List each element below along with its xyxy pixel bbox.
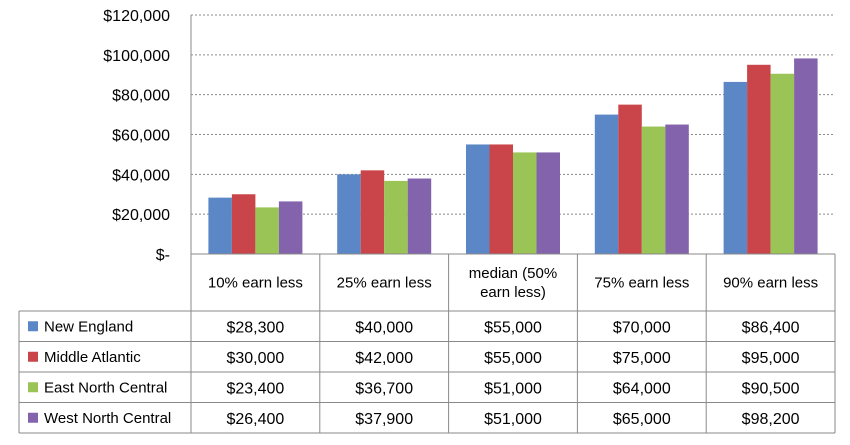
bar-chart-with-data-table: $- $20,000 $40,000 $60,000 $80,000 $100,000 $1…: [0, 0, 850, 445]
category-label: earn less): [480, 284, 546, 301]
data-table: 10% earn less 25% earn less median (50% ear…: [19, 254, 835, 433]
bar-new-england: [208, 198, 232, 254]
bar-middle-atlantic: [747, 65, 771, 254]
data-label: $98,200: [742, 411, 800, 428]
y-tick-label: $120,000: [103, 8, 170, 25]
data-label: $90,500: [742, 380, 800, 397]
bar-middle-atlantic: [618, 105, 642, 254]
bar-east-north-central: [642, 127, 666, 254]
data-label: $30,000: [226, 350, 284, 367]
bar-west-north-central: [408, 179, 432, 254]
legend-swatch: [28, 352, 38, 362]
y-tick-label: $-: [156, 247, 170, 264]
legend-label: West North Central: [44, 410, 171, 427]
bar-new-england: [724, 82, 748, 254]
legend-label: East North Central: [44, 379, 167, 396]
bar-middle-atlantic: [361, 170, 385, 254]
data-label: $86,400: [742, 319, 800, 336]
data-label: $23,400: [226, 380, 284, 397]
category-label: 75% earn less: [594, 275, 689, 292]
data-label: $28,300: [226, 319, 284, 336]
bar-new-england: [466, 144, 490, 254]
bar-west-north-central: [665, 125, 689, 254]
bar-middle-atlantic: [232, 194, 256, 254]
data-label: $95,000: [742, 350, 800, 367]
data-label: $26,400: [226, 411, 284, 428]
data-label: $51,000: [484, 411, 542, 428]
data-label: $40,000: [355, 319, 413, 336]
legend-swatch: [28, 382, 38, 392]
bar-east-north-central: [255, 207, 279, 254]
bar-east-north-central: [384, 181, 408, 254]
bar-new-england: [595, 115, 619, 254]
data-label: $70,000: [613, 319, 671, 336]
category-label: median (50%: [469, 265, 557, 282]
bar-east-north-central: [771, 74, 795, 254]
y-tick-label: $100,000: [103, 48, 170, 65]
category-label: 25% earn less: [337, 275, 432, 292]
bar-east-north-central: [513, 152, 537, 254]
bar-west-north-central: [279, 201, 303, 254]
y-axis-tick-labels: $- $20,000 $40,000 $60,000 $80,000 $100,000 $1…: [103, 8, 170, 264]
data-label: $55,000: [484, 350, 542, 367]
data-label: $42,000: [355, 350, 413, 367]
y-tick-label: $80,000: [112, 88, 170, 105]
legend-swatch: [28, 321, 38, 331]
data-label: $75,000: [613, 350, 671, 367]
data-label: $51,000: [484, 380, 542, 397]
legend-swatch: [28, 413, 38, 423]
bar-new-england: [337, 174, 361, 254]
bar-west-north-central: [537, 152, 561, 254]
category-label: 90% earn less: [723, 275, 818, 292]
data-label: $64,000: [613, 380, 671, 397]
legend-label: Middle Atlantic: [44, 349, 141, 366]
y-tick-label: $60,000: [112, 128, 170, 145]
data-label: $65,000: [613, 411, 671, 428]
category-label: 10% earn less: [208, 275, 303, 292]
data-label: $36,700: [355, 380, 413, 397]
data-label: $55,000: [484, 319, 542, 336]
bars: [208, 58, 817, 254]
y-tick-label: $40,000: [112, 167, 170, 184]
data-label: $37,900: [355, 411, 413, 428]
legend-label: New England: [44, 318, 133, 335]
bar-west-north-central: [794, 58, 818, 254]
bar-middle-atlantic: [490, 144, 514, 254]
y-tick-label: $20,000: [112, 207, 170, 224]
